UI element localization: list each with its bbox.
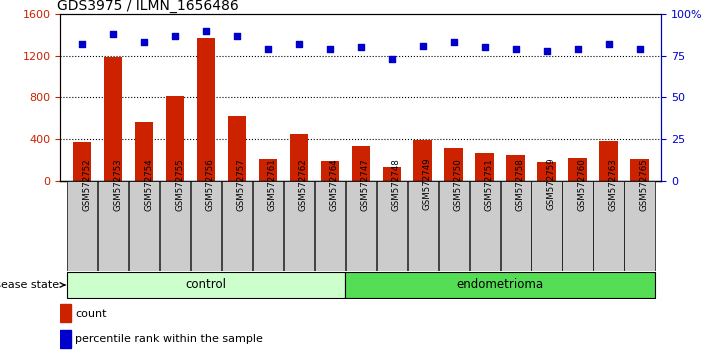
Bar — [439, 181, 469, 271]
Bar — [259, 159, 277, 181]
Point — [107, 31, 119, 37]
Bar — [321, 161, 339, 181]
Text: disease state: disease state — [0, 280, 65, 290]
Bar — [506, 155, 525, 181]
Bar — [191, 181, 221, 271]
Bar — [538, 162, 556, 181]
Text: GSM572763: GSM572763 — [609, 158, 618, 211]
Text: GSM572755: GSM572755 — [175, 158, 184, 211]
Text: GSM572761: GSM572761 — [268, 158, 277, 211]
Bar — [228, 116, 246, 181]
Text: GSM572765: GSM572765 — [640, 158, 648, 211]
Point — [262, 46, 274, 52]
Bar — [346, 272, 655, 298]
Bar — [630, 159, 649, 181]
Bar — [383, 167, 401, 181]
Point — [510, 46, 521, 52]
Text: count: count — [75, 308, 107, 319]
Bar — [315, 181, 345, 271]
Point — [201, 28, 212, 34]
Point — [603, 41, 614, 47]
Bar — [104, 57, 122, 181]
Point — [169, 33, 181, 39]
Text: GSM572749: GSM572749 — [423, 158, 432, 211]
Bar — [414, 140, 432, 181]
Text: GSM572748: GSM572748 — [392, 158, 401, 211]
Bar — [160, 181, 191, 271]
Bar — [289, 134, 308, 181]
Point — [293, 41, 304, 47]
Point — [448, 40, 459, 45]
Bar — [351, 146, 370, 181]
Bar — [252, 181, 283, 271]
Point — [634, 46, 646, 52]
Bar — [98, 181, 128, 271]
Text: GDS3975 / ILMN_1656486: GDS3975 / ILMN_1656486 — [58, 0, 239, 13]
Bar — [346, 181, 376, 271]
Bar — [562, 181, 593, 271]
Point — [356, 45, 367, 50]
Bar — [166, 96, 184, 181]
Bar — [197, 38, 215, 181]
Text: control: control — [186, 279, 227, 291]
Point — [139, 40, 150, 45]
Bar — [407, 181, 438, 271]
Bar — [129, 181, 159, 271]
Point — [231, 33, 242, 39]
Text: GSM572764: GSM572764 — [330, 158, 339, 211]
Bar — [599, 141, 618, 181]
Text: GSM572747: GSM572747 — [361, 158, 370, 211]
Text: GSM572758: GSM572758 — [515, 158, 525, 211]
Text: GSM572750: GSM572750 — [454, 158, 463, 211]
Text: GSM572754: GSM572754 — [144, 158, 153, 211]
Bar — [284, 181, 314, 271]
Text: percentile rank within the sample: percentile rank within the sample — [75, 334, 263, 344]
Bar — [476, 153, 494, 181]
Text: GSM572751: GSM572751 — [485, 158, 493, 211]
Text: GSM572756: GSM572756 — [206, 158, 215, 211]
Text: GSM572762: GSM572762 — [299, 158, 308, 211]
Bar — [67, 181, 97, 271]
Text: GSM572757: GSM572757 — [237, 158, 246, 211]
Bar — [444, 148, 463, 181]
Text: GSM572753: GSM572753 — [113, 158, 122, 211]
Point — [541, 48, 552, 53]
Text: GSM572760: GSM572760 — [577, 158, 587, 211]
Point — [417, 43, 429, 48]
Point — [479, 45, 491, 50]
Point — [76, 41, 87, 47]
Bar — [377, 181, 407, 271]
Bar — [60, 304, 71, 322]
Text: endometrioma: endometrioma — [456, 279, 544, 291]
Bar — [568, 158, 587, 181]
Bar — [501, 181, 531, 271]
Bar — [594, 181, 624, 271]
Bar — [135, 122, 154, 181]
Bar — [469, 181, 500, 271]
Point — [324, 46, 336, 52]
Bar — [624, 181, 655, 271]
Bar — [60, 330, 71, 348]
Text: GSM572759: GSM572759 — [547, 158, 555, 211]
Point — [572, 46, 583, 52]
Bar — [73, 142, 92, 181]
Bar — [67, 272, 346, 298]
Bar — [222, 181, 252, 271]
Bar — [531, 181, 562, 271]
Point — [386, 56, 397, 62]
Text: GSM572752: GSM572752 — [82, 158, 91, 211]
